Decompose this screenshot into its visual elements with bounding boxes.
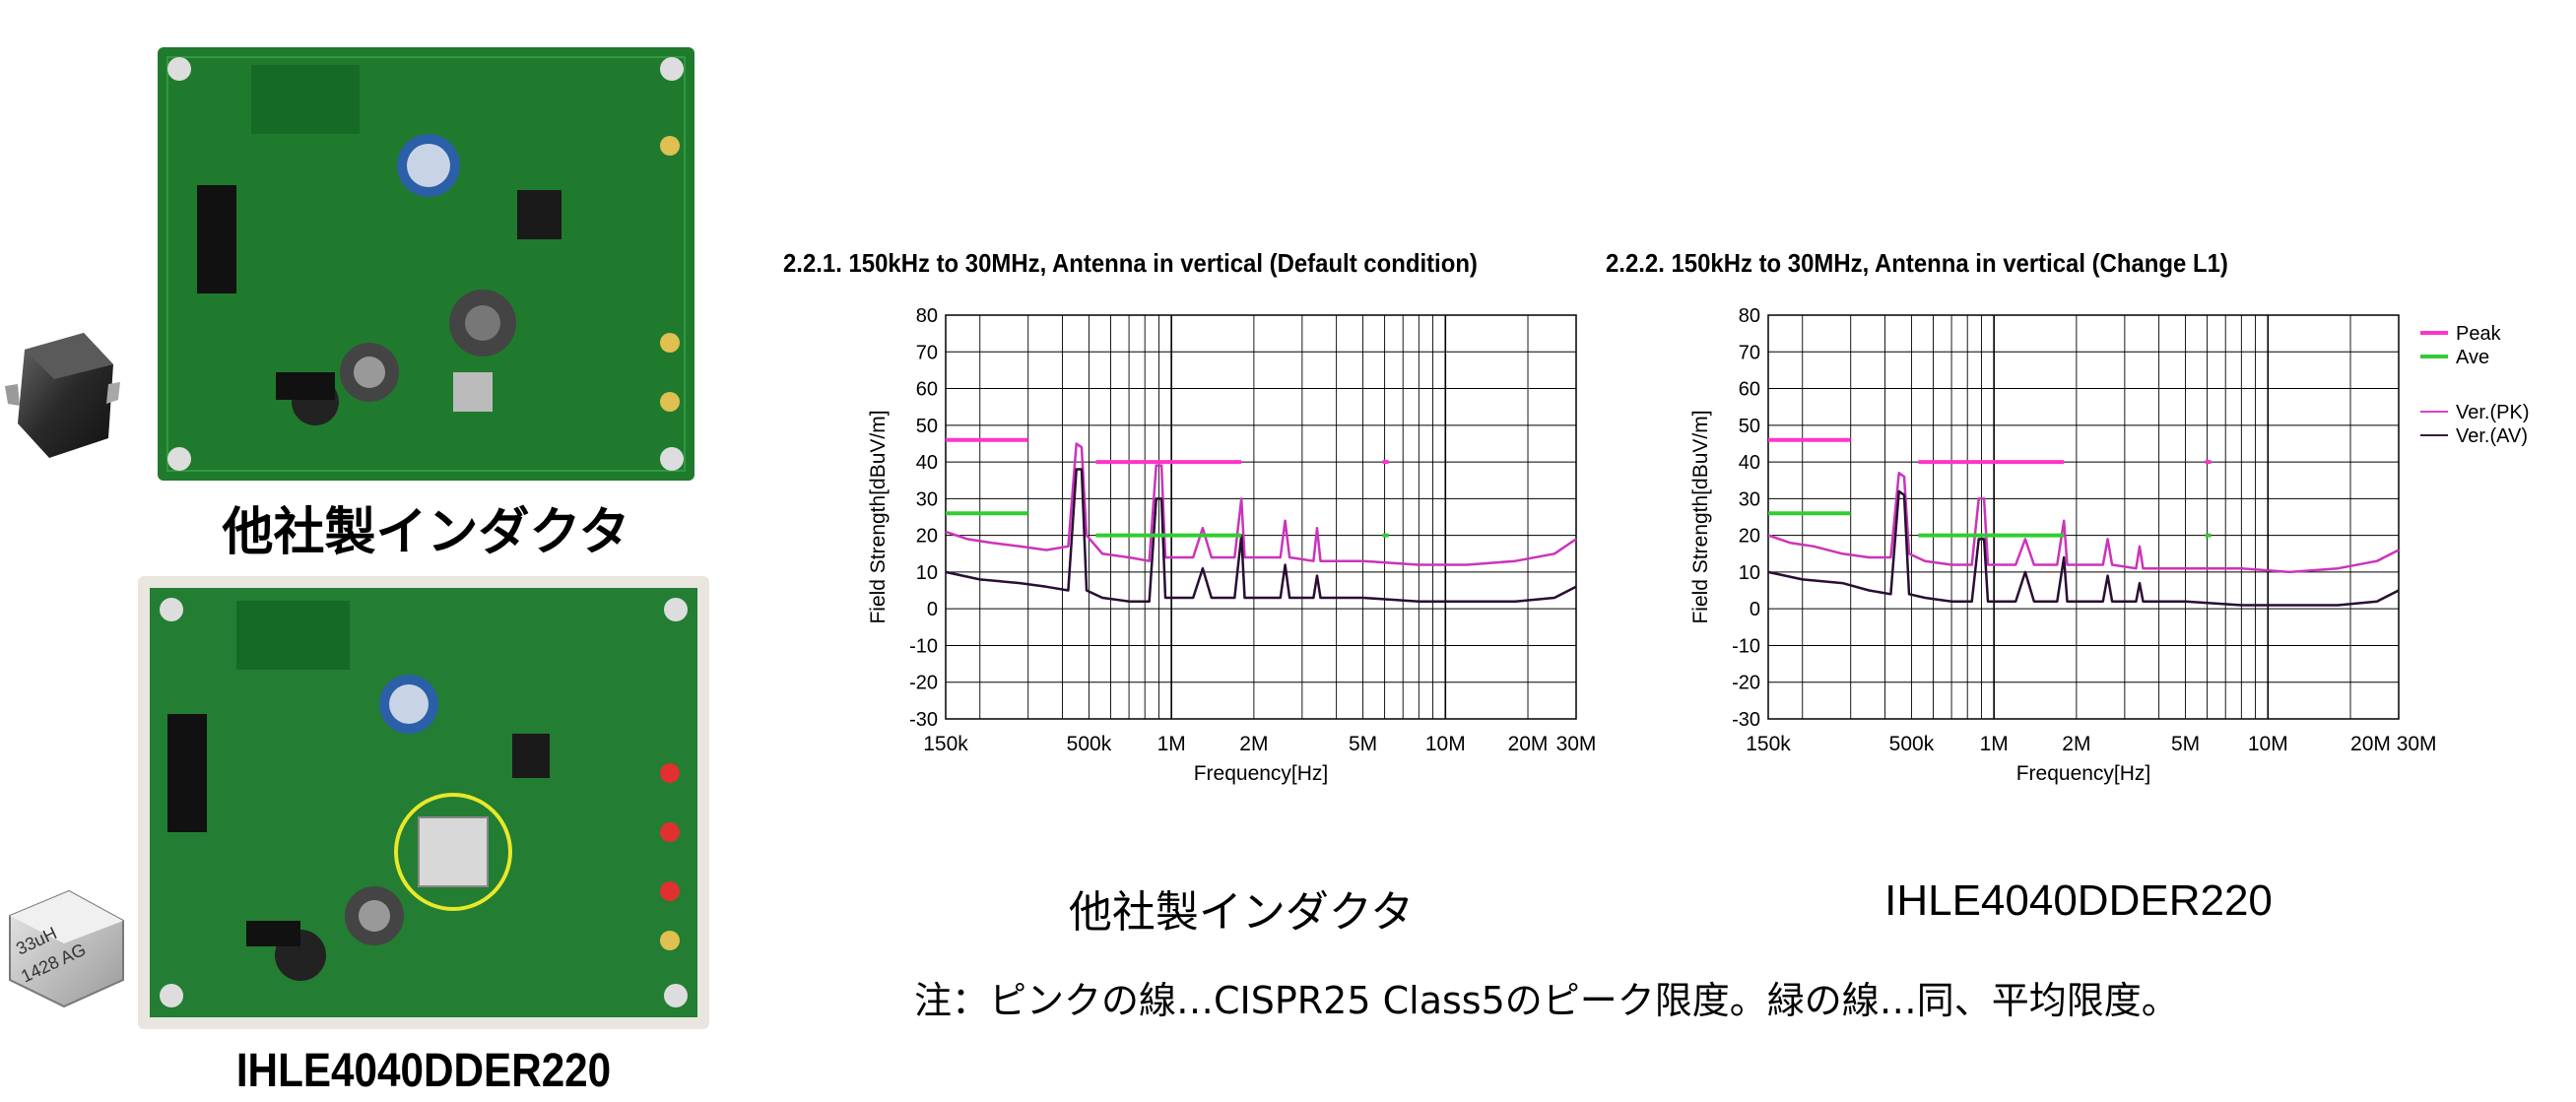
chart1-xtick-label: 1M — [1157, 733, 1186, 755]
chart1-xtick-label: 150k — [923, 733, 968, 755]
chart1-title: 2.2.1. 150kHz to 30MHz, Antenna in verti… — [783, 248, 1478, 278]
chart1-xtick-label: 2M — [1239, 733, 1268, 755]
chart2-title: 2.2.2. 150kHz to 30MHz, Antenna in verti… — [1606, 248, 2228, 278]
footnote: 注：ピンクの線…CISPR25 Class5のピーク限度。緑の線…同、平均限度。 — [914, 979, 2179, 1022]
chart1-ytick-label: 80 — [916, 305, 938, 327]
chart2-xtick-label: 1M — [1980, 733, 2009, 755]
chart2-xtick-label: 500k — [1889, 733, 1935, 755]
chart1-ytick-label: -20 — [909, 673, 938, 694]
chart2-series-av — [1767, 489, 2400, 607]
chart1-ytick-label: 0 — [927, 599, 938, 620]
chart1-ytick-label: 40 — [916, 452, 938, 474]
pcb-photo-ihle — [138, 576, 709, 1029]
chart2-xtick-label: 20M 30M — [2350, 733, 2437, 755]
chart2-ytick-label: 0 — [1750, 599, 1760, 620]
chart1-ylabel: Field Strength[dBuV/m] — [867, 410, 890, 623]
legend-label: Ver.(AV) — [2456, 425, 2528, 447]
chart1-xtick-label: 30M — [1556, 733, 1597, 755]
chart1-ytick-label: -10 — [909, 635, 938, 657]
chart2-ylabel: Field Strength[dBuV/m] — [1689, 410, 1712, 623]
chart2-ytick-label: -10 — [1732, 635, 1760, 657]
chart2-ytick-label: 10 — [1739, 562, 1760, 584]
chart2-ytick-label: 70 — [1739, 342, 1760, 363]
chart1-ytick-label: 60 — [916, 379, 938, 401]
chart1-ytick-label: -30 — [909, 709, 938, 731]
chart2-xtick-label: 10M — [2248, 733, 2288, 755]
chart2-ytick-label: -20 — [1732, 673, 1760, 694]
chart1-ytick-label: 30 — [916, 488, 938, 510]
inductor-photo-ihle: 33uH 1428 AG — [0, 886, 128, 1009]
pcb-photo-other — [158, 47, 694, 481]
chart2-ytick-label: 80 — [1739, 305, 1760, 327]
chart1-ytick-label: 10 — [916, 562, 938, 584]
chart1-plot-area — [945, 314, 1577, 720]
board1-caption: 他社製インダクタ — [222, 503, 630, 562]
chart1-series-av — [945, 468, 1577, 603]
legend-label: Ave — [2456, 347, 2489, 368]
chart2-xtick-label: 150k — [1746, 733, 1791, 755]
chart1-ytick-label: 70 — [916, 342, 938, 363]
chart2-xlabel: Frequency[Hz] — [2016, 762, 2151, 785]
chart2-ytick-label: 60 — [1739, 379, 1760, 401]
chart2-plot-area — [1767, 314, 2400, 720]
chart1-ytick-label: 20 — [916, 526, 938, 548]
chart2-xtick-label: 5M — [2171, 733, 2200, 755]
chart2-xtick-label: 2M — [2062, 733, 2090, 755]
legend-label: Peak — [2456, 323, 2502, 345]
chart2-ytick-label: 20 — [1739, 526, 1760, 548]
chart1-xtick-label: 10M — [1425, 733, 1466, 755]
chart2-series-pk — [1767, 472, 2400, 574]
chart1-series-pk — [945, 442, 1577, 566]
board2-caption: IHLE4040DDER220 — [235, 1045, 612, 1097]
chart1-ytick-label: 50 — [916, 416, 938, 437]
chart1-xtick-label: 20M — [1508, 733, 1549, 755]
chart2-ytick-label: 40 — [1739, 452, 1760, 474]
chart1-xtick-label: 5M — [1349, 733, 1377, 755]
chart2-ytick-label: 50 — [1739, 416, 1760, 437]
chart2-ytick-label: 30 — [1739, 488, 1760, 510]
chart1-caption: 他社製インダクタ — [1068, 887, 1415, 938]
inductor-photo-other — [0, 325, 123, 468]
chart1-xlabel: Frequency[Hz] — [1194, 762, 1329, 785]
chart2-caption: IHLE4040DDER220 — [1884, 876, 2273, 925]
legend-label: Ver.(PK) — [2456, 402, 2529, 423]
chart1-xtick-label: 500k — [1067, 733, 1112, 755]
chart2-ytick-label: -30 — [1732, 709, 1760, 731]
